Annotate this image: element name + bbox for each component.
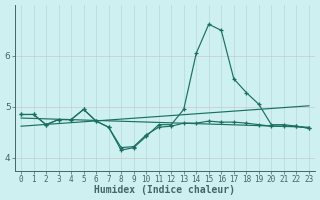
X-axis label: Humidex (Indice chaleur): Humidex (Indice chaleur) [94, 185, 236, 195]
